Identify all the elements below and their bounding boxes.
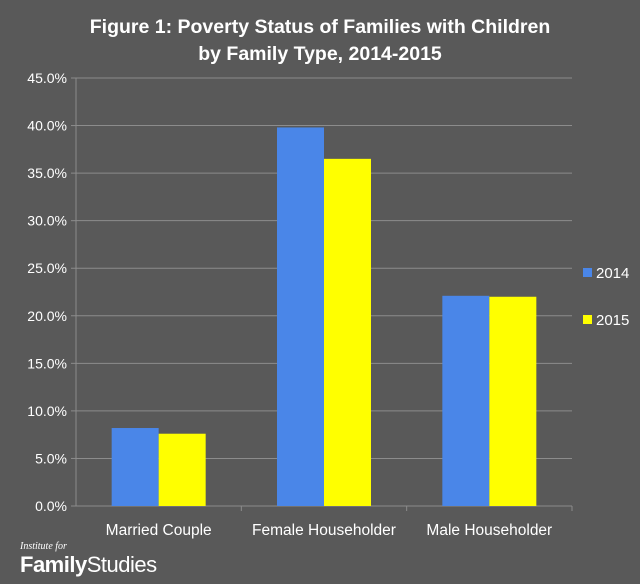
y-tick-label: 35.0% xyxy=(27,165,67,181)
y-tick-label: 5.0% xyxy=(35,450,67,466)
legend-swatch-2015 xyxy=(583,315,592,324)
bar-2014 xyxy=(277,127,324,507)
chart-title-line2: by Family Type, 2014-2015 xyxy=(198,43,442,65)
legend-label-2014: 2014 xyxy=(596,265,629,282)
chart-title: Figure 1: Poverty Status of Families wit… xyxy=(0,14,640,68)
x-category-label: Married Couple xyxy=(106,522,212,539)
logo-wordmark: FamilyStudies xyxy=(20,552,157,577)
y-tick-label: 20.0% xyxy=(27,308,67,324)
bar-2015 xyxy=(158,433,206,506)
x-category-label: Female Householder xyxy=(252,522,396,539)
y-tick-label: 10.0% xyxy=(27,403,67,419)
bar-2014 xyxy=(111,428,159,506)
y-tick-label: 0.0% xyxy=(35,498,67,514)
y-tick-label: 25.0% xyxy=(27,260,67,276)
y-tick-label: 45.0% xyxy=(27,70,67,86)
logo-word-family: Family xyxy=(20,552,87,577)
institute-for-family-studies-logo: Institute for FamilyStudies xyxy=(20,541,157,577)
x-category-label: Male Householder xyxy=(426,522,552,539)
legend-label-2015: 2015 xyxy=(596,312,629,329)
y-tick-label: 30.0% xyxy=(27,213,67,229)
bar-2015 xyxy=(324,158,371,506)
logo-word-studies: Studies xyxy=(86,552,157,577)
legend-swatch-2014 xyxy=(583,268,592,277)
logo-tagline: Institute for xyxy=(20,541,67,552)
bar-2014 xyxy=(442,295,490,506)
y-tick-label: 15.0% xyxy=(27,355,67,371)
bar-2015 xyxy=(489,296,537,506)
y-tick-label: 40.0% xyxy=(27,118,67,134)
chart-title-line1: Figure 1: Poverty Status of Families wit… xyxy=(89,16,551,38)
